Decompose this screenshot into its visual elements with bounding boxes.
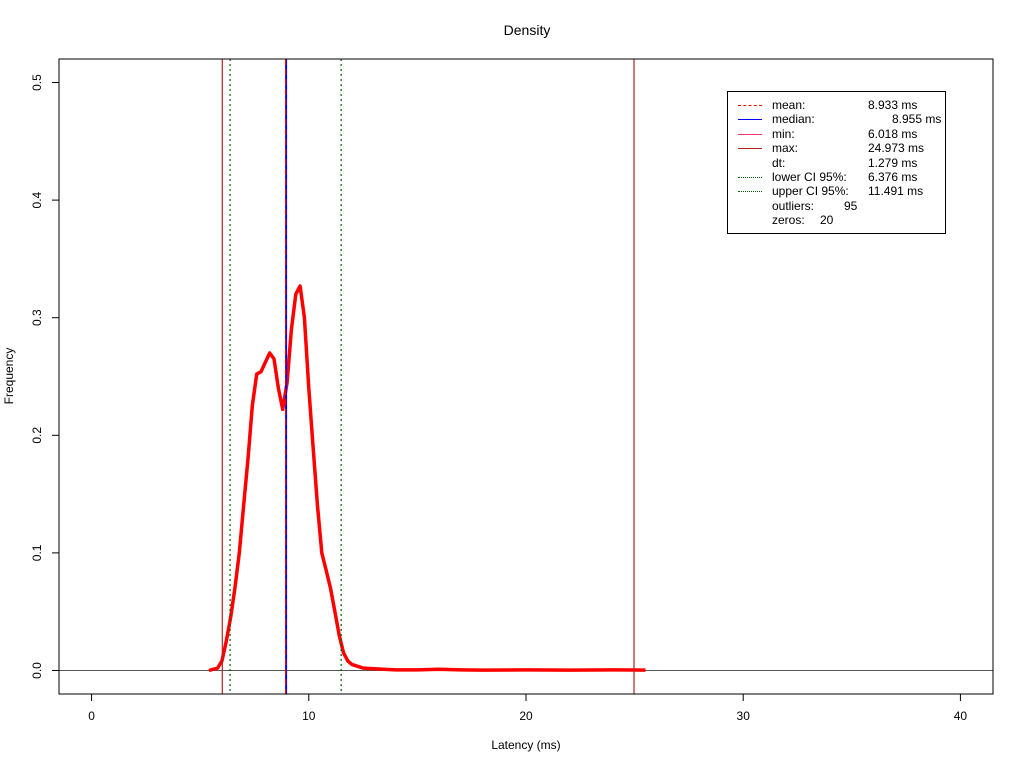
x-tick-label: 0 [88, 709, 95, 723]
legend-entry: max: 24.973 ms [728, 141, 945, 155]
legend-label: zeros: [772, 213, 805, 228]
x-tick-label: 40 [954, 709, 968, 723]
x-tick-label: 30 [737, 709, 751, 723]
legend-value: 8.933 ms [868, 98, 918, 112]
legend-entry: lower CI 95%: 6.376 ms [728, 170, 945, 184]
legend-label: max: [772, 141, 799, 156]
x-axis: 0 10 20 30 40 [88, 693, 968, 723]
density-curve [208, 284, 646, 673]
legend-swatch [738, 119, 762, 121]
legend-swatch [738, 191, 762, 193]
x-axis-label: Latency (ms) [491, 738, 560, 752]
y-tick-label: 0.0 [30, 662, 44, 679]
legend-label: lower CI 95%: [772, 170, 847, 184]
x-tick-label: 10 [302, 709, 316, 723]
legend-label: median: [772, 112, 815, 127]
legend-label: min: [772, 126, 795, 141]
legend-value: 8.955 ms [892, 112, 942, 127]
legend-value: 20 [820, 213, 834, 228]
legend-value: 95 [844, 198, 858, 213]
y-tick-label: 0.4 [30, 191, 44, 208]
legend-entry: upper CI 95%: 11.491 ms [728, 184, 945, 198]
legend-entry: dt: 1.279 ms [728, 156, 945, 170]
legend-value: 11.491 ms [868, 184, 924, 199]
legend-label: upper CI 95%: [772, 184, 849, 199]
legend-label: dt: [772, 155, 786, 170]
legend-entry: outliers: 95 [728, 199, 945, 213]
legend-value: 6.018 ms [868, 126, 918, 141]
legend-swatch [738, 133, 762, 135]
y-tick-label: 0.5 [30, 74, 44, 91]
legend-value: 24.973 ms [868, 141, 925, 156]
y-axis: 0.0 0.1 0.2 0.3 0.4 0.5 [30, 74, 60, 679]
legend-value: 6.376 ms [868, 170, 918, 184]
y-tick-label: 0.1 [30, 544, 44, 561]
legend-swatch [738, 105, 762, 106]
legend-entry: median: 8.955 ms [728, 112, 945, 126]
y-tick-label: 0.2 [30, 427, 44, 444]
legend-swatch [738, 148, 762, 150]
legend-entry: zeros: 20 [728, 213, 945, 227]
legend: mean: 8.933 ms median: 8.955 ms min: 6.018 ms… [727, 91, 946, 234]
chart-title: Density [504, 22, 551, 38]
legend-entry: min: 6.018 ms [728, 127, 945, 141]
legend-entry: mean: 8.933 ms [728, 98, 945, 112]
legend-swatch [738, 177, 762, 178]
legend-label: mean: [772, 98, 806, 112]
x-tick-label: 20 [519, 709, 533, 723]
y-tick-label: 0.3 [30, 309, 44, 326]
plot-area [59, 59, 993, 694]
legend-label: outliers: [772, 198, 815, 213]
y-axis-label: Frequency [2, 348, 16, 405]
legend-value: 1.279 ms [868, 155, 918, 170]
